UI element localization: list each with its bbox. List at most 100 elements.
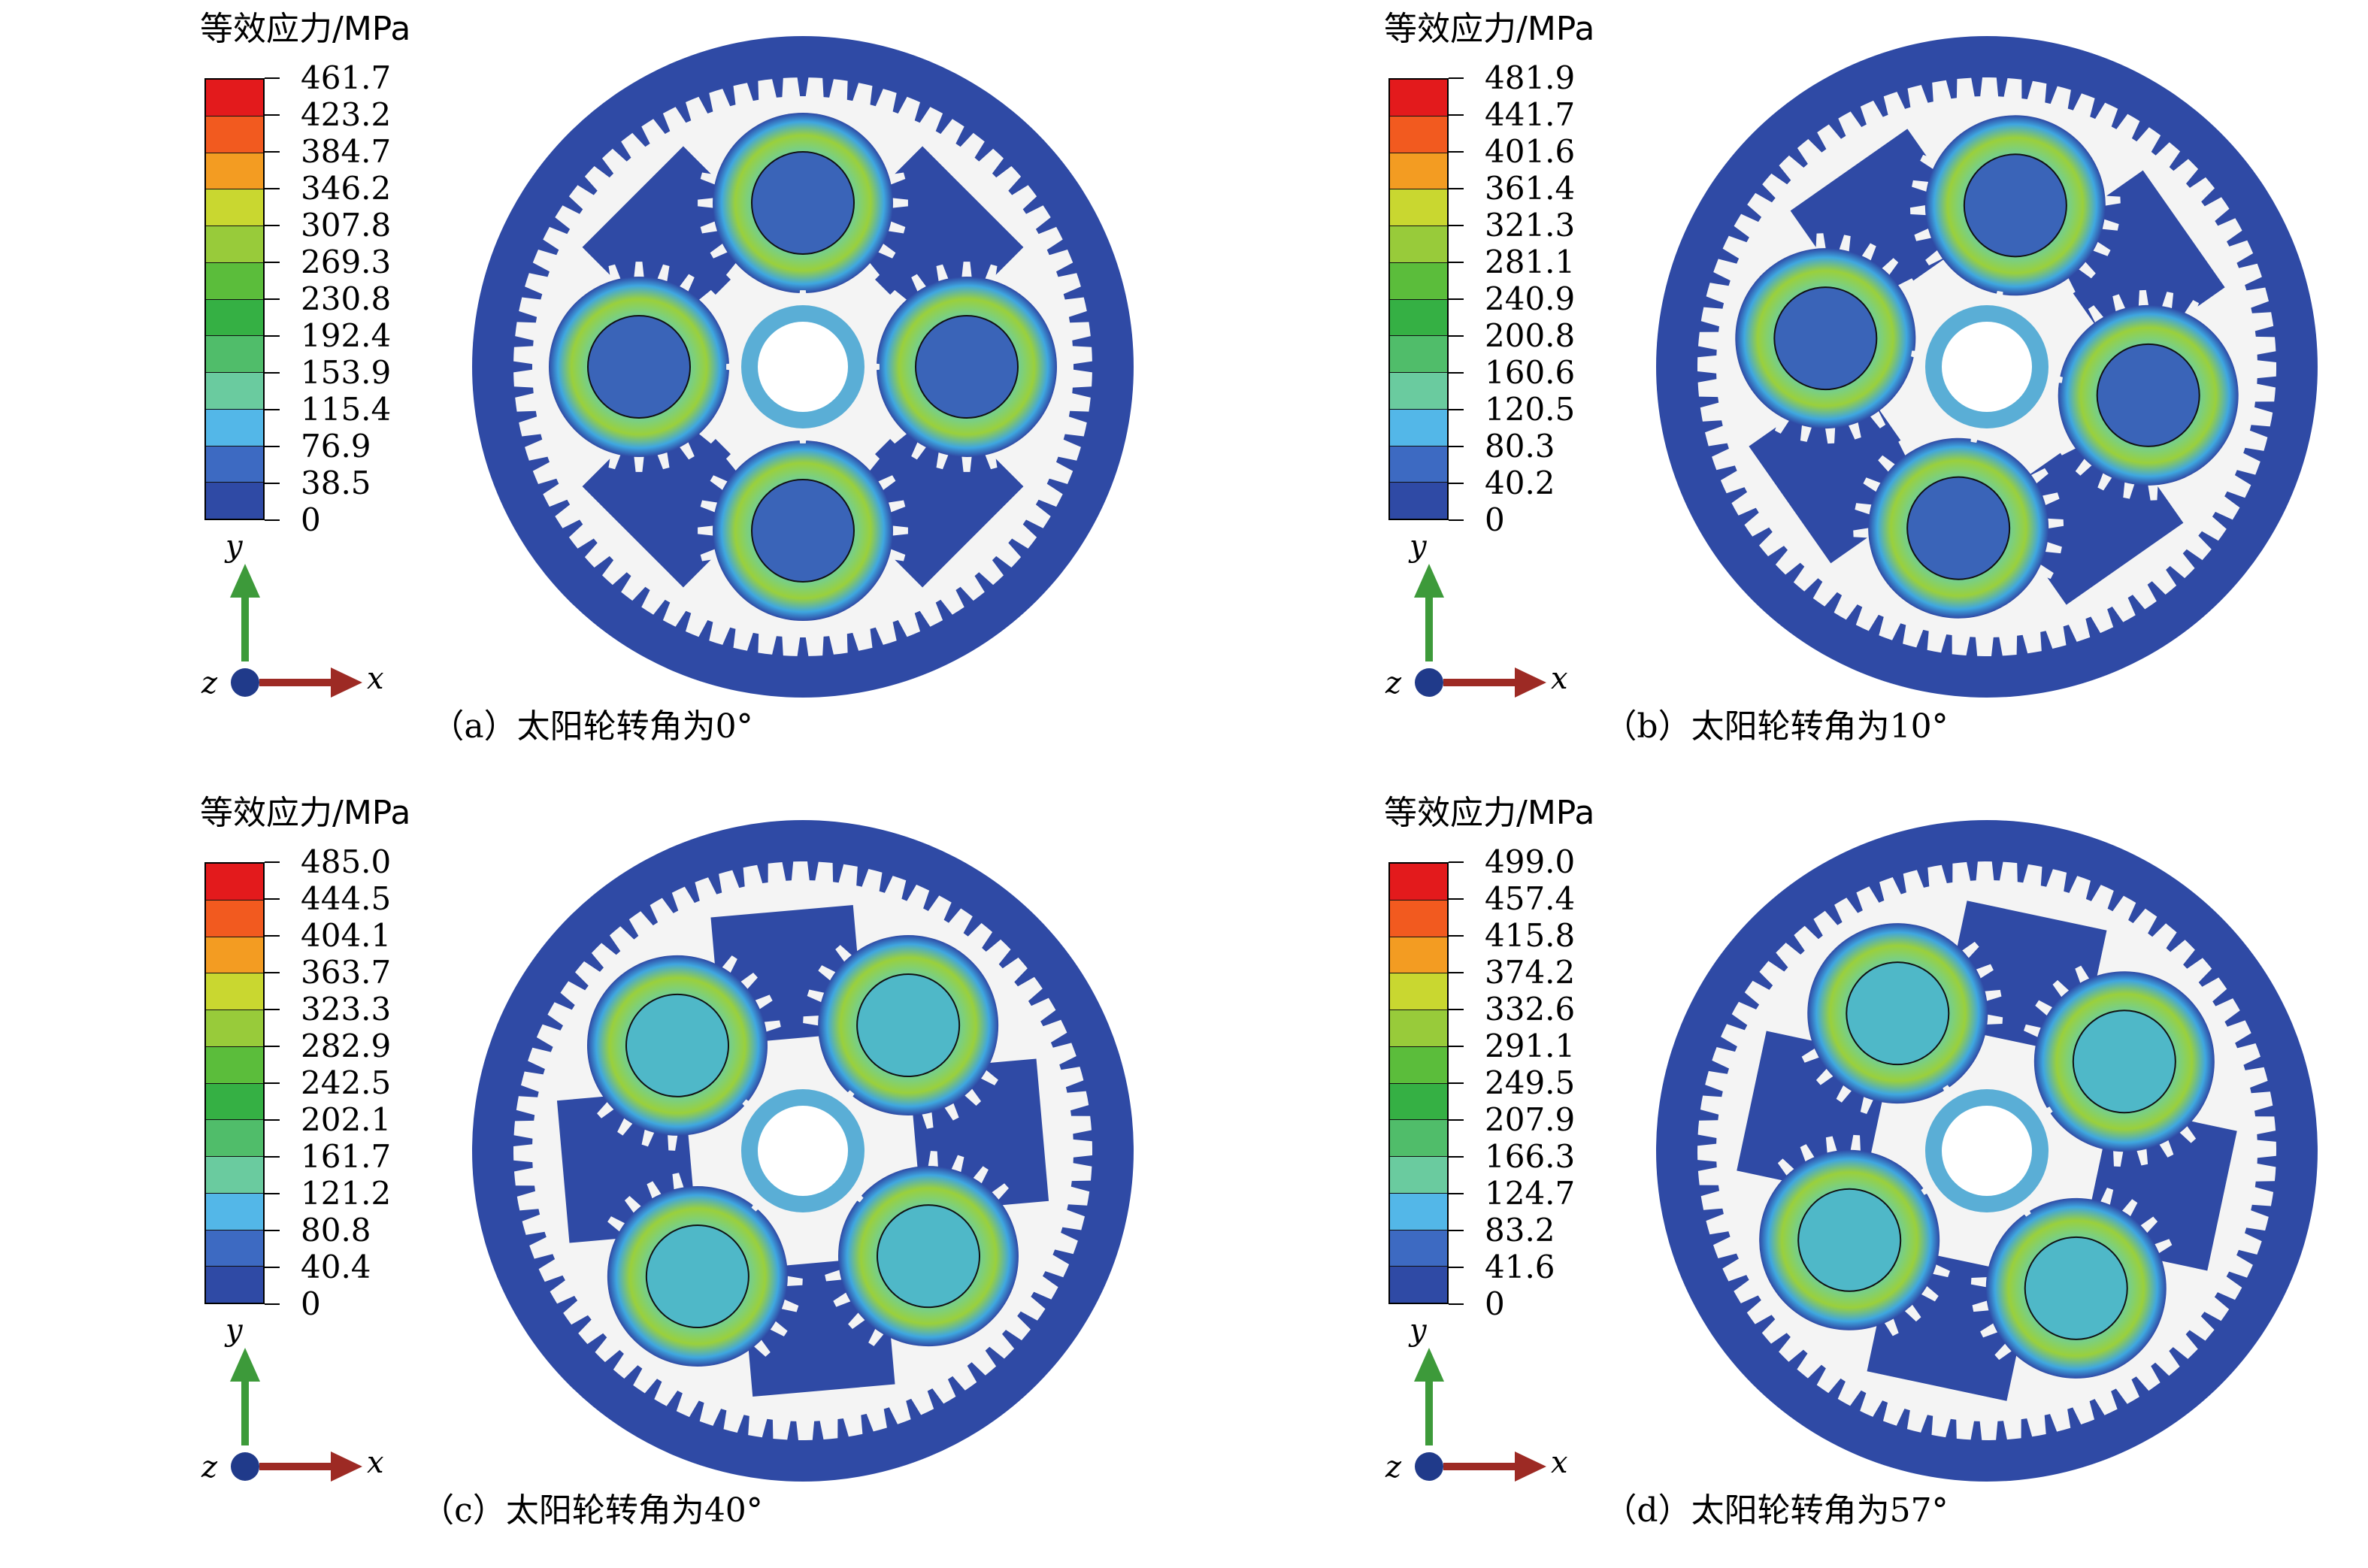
legend-tick bbox=[265, 935, 280, 937]
legend-color-bar bbox=[204, 78, 265, 520]
panel-d: 等效应力/MPa 499.0 457.4 415.8 374.2 332.6 291.1 24… bbox=[1184, 784, 2368, 1568]
panel-caption: （c）太阳轮转角为40° bbox=[421, 1491, 763, 1530]
legend-swatch bbox=[1390, 226, 1447, 263]
legend-swatch bbox=[206, 1157, 263, 1194]
legend-swatch bbox=[1390, 373, 1447, 410]
panel-b: 等效应力/MPa 481.9 441.7 401.6 361.4 321.3 281.1 24… bbox=[1184, 0, 2368, 784]
legend-value: 307.8 bbox=[301, 207, 392, 244]
sun-gear-bore bbox=[1942, 1106, 2032, 1196]
legend-value: 441.7 bbox=[1485, 96, 1576, 133]
legend-tick bbox=[265, 1119, 280, 1121]
legend-swatch bbox=[206, 1083, 263, 1121]
legend-value: 485.0 bbox=[301, 843, 392, 880]
legend-tick bbox=[265, 1267, 280, 1268]
legend-value: 161.7 bbox=[301, 1138, 392, 1175]
z-axis-dot bbox=[231, 668, 259, 697]
gear-assembly bbox=[472, 36, 1134, 698]
legend-value: 0 bbox=[301, 501, 321, 538]
x-axis-label: x bbox=[367, 661, 383, 696]
legend-swatch bbox=[1390, 483, 1447, 519]
legend-swatch bbox=[206, 864, 263, 901]
legend-value: 291.1 bbox=[1485, 1028, 1576, 1064]
legend-value: 363.7 bbox=[301, 954, 392, 991]
legend-tick bbox=[265, 1156, 280, 1158]
legend-color-bar bbox=[1388, 862, 1449, 1304]
legend-title: 等效应力/MPa bbox=[1384, 10, 1595, 48]
legend-tick bbox=[1449, 1046, 1464, 1047]
z-axis-label: z bbox=[201, 666, 218, 701]
legend-swatch bbox=[1390, 189, 1447, 226]
gear-assembly bbox=[1656, 36, 2318, 698]
y-axis-label: y bbox=[224, 1313, 244, 1348]
legend-tick bbox=[265, 298, 280, 300]
legend-value: 384.7 bbox=[301, 133, 392, 170]
x-axis-label: x bbox=[1551, 1445, 1567, 1480]
legend-swatch bbox=[1390, 1267, 1447, 1303]
legend-tick bbox=[1449, 1230, 1464, 1231]
coordinate-axes: x y z bbox=[201, 1313, 383, 1485]
legend-swatch bbox=[1390, 1157, 1447, 1194]
legend-tick bbox=[1449, 1303, 1464, 1305]
legend-tick bbox=[1449, 519, 1464, 521]
legend-value: 457.4 bbox=[1485, 880, 1576, 917]
legend-swatch bbox=[206, 483, 263, 519]
legend-value: 332.6 bbox=[1485, 991, 1576, 1028]
legend-tick bbox=[265, 519, 280, 521]
legend-tick bbox=[265, 446, 280, 447]
legend-title: 等效应力/MPa bbox=[200, 794, 411, 832]
coordinate-axes: x y z bbox=[1385, 529, 1567, 701]
z-axis-dot bbox=[1415, 1452, 1443, 1481]
legend-tick bbox=[1449, 483, 1464, 484]
legend-tick bbox=[1449, 262, 1464, 263]
legend-tick bbox=[265, 1009, 280, 1010]
legend-swatch bbox=[1390, 116, 1447, 153]
legend-tick bbox=[1449, 972, 1464, 973]
legend-tick bbox=[265, 1193, 280, 1194]
planet-gears bbox=[1720, 100, 2254, 634]
sun-gear-bore bbox=[758, 1106, 848, 1196]
legend-swatch bbox=[206, 189, 263, 226]
planet-gears bbox=[1744, 908, 2230, 1394]
legend-title: 等效应力/MPa bbox=[200, 10, 411, 48]
legend-tick bbox=[265, 972, 280, 973]
legend-value: 361.4 bbox=[1485, 170, 1576, 207]
coordinate-axes: x y z bbox=[201, 529, 383, 701]
legend-swatch bbox=[1390, 80, 1447, 117]
legend-value: 192.4 bbox=[301, 317, 392, 354]
legend-tick bbox=[1449, 446, 1464, 447]
legend-value: 321.3 bbox=[1485, 207, 1576, 244]
legend-value: 374.2 bbox=[1485, 954, 1576, 991]
legend-value: 40.4 bbox=[301, 1249, 371, 1285]
gear-assembly bbox=[1656, 820, 2318, 1482]
planet-gears bbox=[572, 920, 1034, 1382]
x-axis-arrow bbox=[259, 1463, 335, 1470]
legend-color-bar bbox=[1388, 78, 1449, 520]
z-axis-label: z bbox=[1385, 666, 1402, 701]
y-axis-arrow bbox=[1425, 594, 1433, 661]
legend-color-bar bbox=[204, 862, 265, 1304]
legend-value: 401.6 bbox=[1485, 133, 1576, 170]
y-axis-label: y bbox=[1408, 529, 1428, 564]
legend-swatch bbox=[206, 446, 263, 483]
legend-value: 423.2 bbox=[301, 96, 392, 133]
legend-swatch bbox=[206, 153, 263, 190]
legend-swatch bbox=[1390, 1230, 1447, 1267]
legend-tick bbox=[1449, 898, 1464, 900]
legend-value: 76.9 bbox=[301, 428, 371, 465]
legend-tick bbox=[265, 861, 280, 863]
legend-swatch bbox=[206, 937, 263, 974]
legend-value: 444.5 bbox=[301, 880, 392, 917]
legend-value: 240.9 bbox=[1485, 280, 1576, 317]
legend-value: 0 bbox=[1485, 501, 1505, 538]
legend-tick bbox=[1449, 77, 1464, 79]
legend-swatch bbox=[206, 1010, 263, 1047]
legend-value: 80.3 bbox=[1485, 428, 1555, 465]
sun-gear-bore bbox=[758, 322, 848, 412]
legend-swatch bbox=[206, 373, 263, 410]
z-axis-dot bbox=[231, 1452, 259, 1481]
legend-tick bbox=[265, 1303, 280, 1305]
legend-value: 346.2 bbox=[301, 170, 392, 207]
legend-value: 461.7 bbox=[301, 59, 392, 96]
legend-tick bbox=[265, 1230, 280, 1231]
